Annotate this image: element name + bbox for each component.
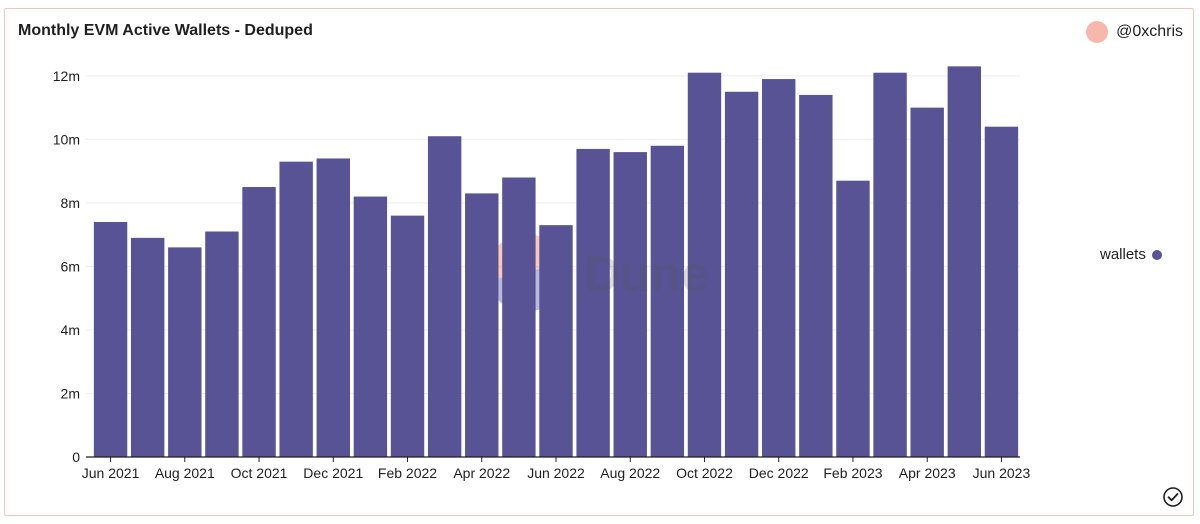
x-tick-label: Dec 2022 [749,465,809,481]
bar [93,221,128,457]
x-tick-label: Oct 2022 [676,465,733,481]
y-tick-label: 2m [61,385,80,401]
bar [724,91,759,457]
x-tick-label: Jun 2022 [527,465,585,481]
x-tick-label: Apr 2022 [453,465,510,481]
y-tick-label: 6m [61,258,80,274]
bar [539,225,573,457]
y-tick-label: 10m [53,131,80,147]
y-tick-label: 0 [72,449,80,465]
bar [984,126,1019,458]
avatar [1086,21,1109,43]
x-tick-label: Jun 2021 [82,465,140,481]
bar [316,158,350,457]
bar [576,148,610,458]
bar [353,196,388,457]
x-tick-label: Jun 2023 [973,465,1031,481]
bar [947,66,982,458]
check-circle-icon[interactable] [1162,486,1184,508]
y-tick-label: 4m [61,322,80,338]
author-name: @0xchris [1116,23,1183,40]
bar [762,79,796,457]
x-tick-label: Apr 2023 [899,465,956,481]
watermark-text: Dune [584,246,709,302]
x-tick-label: Aug 2021 [155,465,215,481]
x-tick-label: Dec 2021 [303,465,363,481]
x-tick-label: Feb 2022 [378,465,437,481]
x-tick-label: Oct 2021 [231,465,288,481]
y-tick-label: 12m [53,68,80,84]
bar [427,136,462,457]
bar [205,231,239,457]
bar [873,72,907,457]
bar [613,152,647,457]
author-badge[interactable]: @0xchris [1086,21,1183,43]
bar [390,215,425,457]
bar [687,72,722,457]
x-tick-label: Feb 2023 [823,465,882,481]
bar [799,94,833,457]
bar [130,237,165,457]
bar [242,187,276,458]
bar [465,193,499,457]
bar [279,161,313,457]
legend-dot-icon [1151,249,1162,260]
legend-label: wallets [1100,246,1146,263]
y-tick-label: 8m [61,195,80,211]
bar [910,107,944,457]
chart-title: Monthly EVM Active Wallets - Deduped [18,22,313,39]
x-tick-label: Aug 2022 [600,465,660,481]
legend[interactable]: wallets [1100,246,1162,263]
bar [168,247,202,457]
bar [650,145,685,457]
bar [502,177,536,457]
bar [836,180,870,458]
